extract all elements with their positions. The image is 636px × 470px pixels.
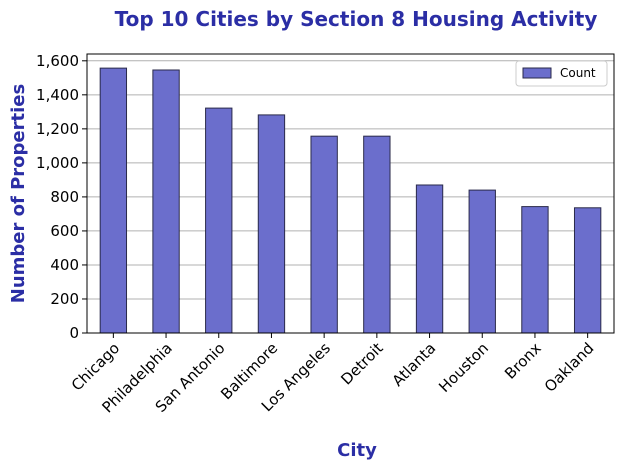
y-tick-label: 800 (50, 188, 79, 206)
bar-los-angeles (310, 135, 338, 334)
bar-chicago (99, 67, 128, 334)
legend: Count (515, 60, 608, 87)
bar-baltimore (257, 114, 286, 334)
y-tick-label: 1,200 (36, 120, 79, 138)
y-axis-label: Number of Properties (8, 84, 29, 303)
y-axis-ticks: 0 200 400 600 800 1,000 1,200 1,400 1,600 (36, 52, 87, 342)
bar-oakland (573, 207, 602, 334)
y-tick-label: 1,600 (36, 52, 79, 70)
legend-box (515, 60, 608, 87)
bar-san-antonio (205, 107, 233, 334)
x-tick-label: Oakland (541, 339, 598, 396)
bars (99, 67, 602, 334)
legend-swatch (522, 67, 552, 79)
y-tick-label: 400 (50, 256, 79, 274)
bar-houston (468, 189, 496, 334)
chart-title: Top 10 Cities by Section 8 Housing Activ… (115, 7, 598, 31)
y-tick-label: 0 (69, 324, 79, 342)
y-tick-label: 1,000 (36, 154, 79, 172)
y-tick-label: 600 (50, 222, 79, 240)
x-tick-label: Atlanta (389, 339, 440, 390)
x-tick-label: Houston (435, 339, 492, 396)
bar-philadelphia (152, 69, 180, 334)
x-axis-label: City (337, 440, 377, 461)
bar-bronx (521, 206, 549, 334)
y-tick-label: 1,400 (36, 86, 79, 104)
y-tick-label: 200 (50, 290, 79, 308)
plot-frame (86, 53, 615, 334)
bar-detroit (363, 135, 391, 334)
x-tick-label: Detroit (337, 339, 386, 388)
legend-entry: Count (560, 66, 596, 80)
bar-atlanta (415, 184, 444, 334)
x-tick-label: Bronx (501, 339, 545, 383)
